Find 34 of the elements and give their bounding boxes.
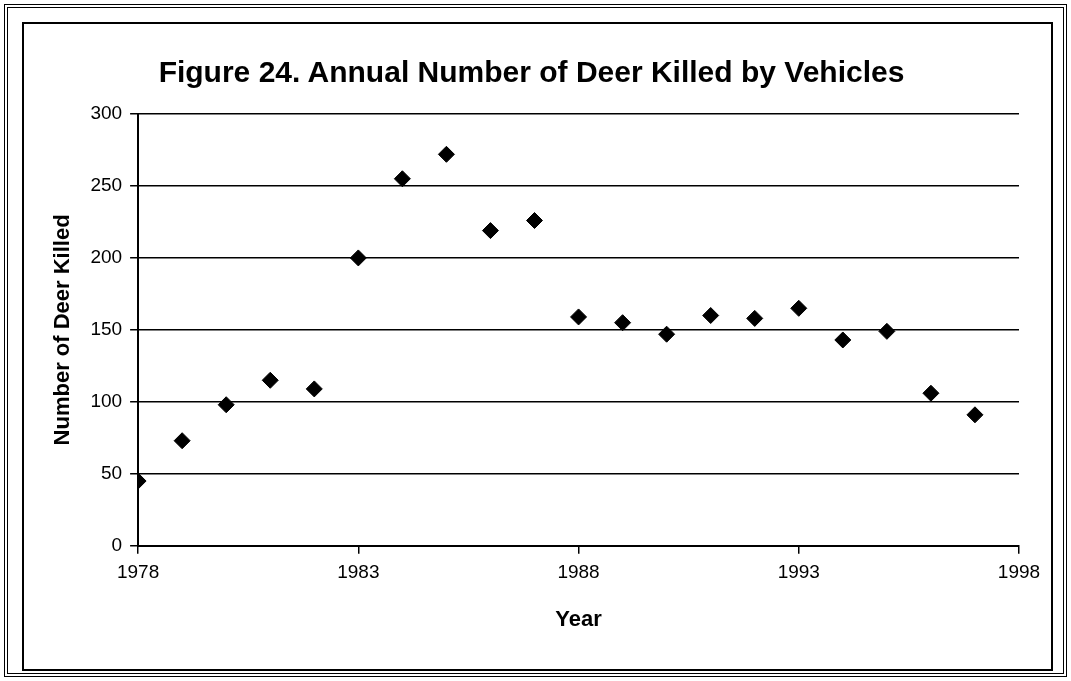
y-tick-label: 150 xyxy=(90,318,123,340)
y-tick-label: 100 xyxy=(90,390,123,412)
point xyxy=(834,331,852,349)
point xyxy=(481,222,499,240)
point xyxy=(437,145,455,163)
x-axis-title: Year xyxy=(555,605,603,631)
point xyxy=(790,299,808,317)
point xyxy=(966,406,984,424)
point xyxy=(570,308,588,326)
point xyxy=(878,322,896,340)
point xyxy=(349,249,367,267)
y-tick-label: 250 xyxy=(90,174,123,196)
y-tick-label: 200 xyxy=(90,246,123,268)
point xyxy=(305,380,323,398)
point xyxy=(702,307,720,325)
y-tick-label: 50 xyxy=(100,462,123,484)
point xyxy=(922,384,940,402)
point xyxy=(261,371,279,389)
x-tick-label: 1988 xyxy=(557,561,600,583)
point xyxy=(217,396,235,414)
y-tick-label: 0 xyxy=(111,534,123,556)
point xyxy=(526,212,544,230)
x-tick-label: 1993 xyxy=(777,561,820,583)
x-tick-label: 1983 xyxy=(337,561,380,583)
y-axis-title: Number of Deer Killed xyxy=(49,214,75,446)
x-tick-label: 1998 xyxy=(997,561,1041,583)
chart-title: Figure 24. Annual Number of Deer Killed by Vehicles xyxy=(158,55,905,89)
point xyxy=(393,170,411,188)
point xyxy=(658,325,676,343)
point xyxy=(746,309,764,327)
x-tick-label: 1978 xyxy=(116,561,160,583)
point xyxy=(614,314,632,332)
y-tick-label: 300 xyxy=(90,102,123,124)
point xyxy=(173,432,191,450)
